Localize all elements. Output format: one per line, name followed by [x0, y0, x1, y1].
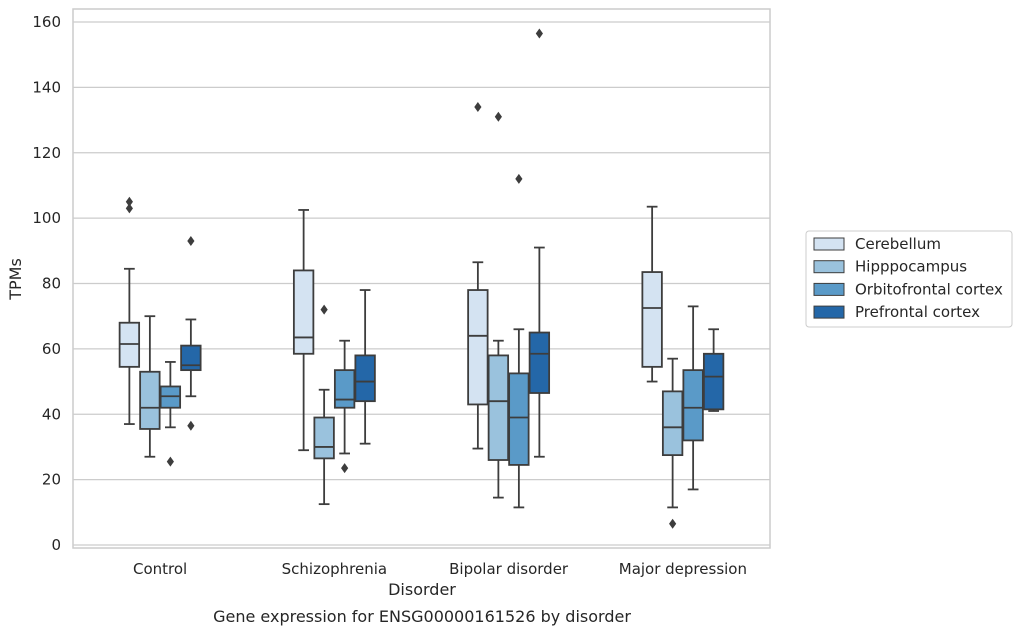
- legend-frame: [805, 230, 1013, 328]
- box-iqr: [682, 369, 704, 442]
- box-iqr: [139, 370, 161, 430]
- x-tick-labels: Control Schizophrenia Bipolar disorder Majo…: [133, 560, 747, 578]
- y-axis-title: TPMs: [6, 258, 25, 301]
- box-iqr: [333, 369, 356, 409]
- y-tick-label: 100: [32, 209, 61, 227]
- y-tick-label: 60: [42, 340, 61, 358]
- legend-swatch: [813, 282, 845, 296]
- chart-caption: Gene expression for ENSG00000161526 by d…: [213, 607, 631, 626]
- x-tick-label: Bipolar disorder: [449, 560, 569, 578]
- box-group: [180, 236, 202, 431]
- legend-label: Hipppocampus: [855, 258, 967, 276]
- x-tick-label: Schizophrenia: [282, 560, 387, 578]
- outlier-point: [515, 173, 523, 184]
- y-tick-label: 0: [51, 536, 61, 554]
- box-group: [313, 304, 335, 506]
- box-group: [118, 196, 141, 425]
- box-iqr: [313, 416, 335, 460]
- box-group: [508, 173, 530, 509]
- box-group: [641, 205, 663, 383]
- legend-swatch: [813, 305, 845, 319]
- outlier-point: [320, 304, 328, 315]
- legend: Cerebellum Hipppocampus Orbitofrontal cort…: [805, 230, 1013, 328]
- outlier-point: [166, 456, 174, 467]
- boxes: [118, 28, 725, 529]
- y-tick-label: 40: [42, 405, 61, 423]
- legend-swatch: [813, 237, 845, 251]
- outlier-point: [669, 518, 677, 529]
- box-group: [467, 101, 489, 450]
- outlier-point: [494, 111, 502, 122]
- outlier-point: [125, 196, 133, 207]
- box-iqr: [702, 352, 725, 411]
- y-tick-label: 80: [42, 275, 61, 293]
- box-group: [661, 357, 684, 529]
- x-tick-label: Control: [133, 560, 187, 578]
- box-iqr: [641, 271, 663, 368]
- outlier-point: [187, 236, 195, 247]
- y-tick-label: 160: [32, 13, 61, 31]
- box-group: [682, 305, 704, 491]
- y-tick-labels: 0 20 40 60 80 100 120 140 160: [32, 13, 61, 554]
- box-group: [354, 289, 376, 445]
- x-axis-title: Disorder: [388, 580, 456, 599]
- box-group: [487, 111, 510, 499]
- outlier-point: [187, 420, 195, 431]
- legend-label: Cerebellum: [855, 235, 941, 253]
- box-group: [333, 339, 356, 474]
- box-iqr: [354, 354, 376, 403]
- y-tick-label: 140: [32, 78, 61, 96]
- outlier-point: [125, 203, 133, 214]
- legend-swatch: [813, 260, 845, 274]
- box-group: [702, 328, 725, 412]
- box-group: [159, 361, 182, 467]
- box-group: [528, 28, 551, 458]
- legend-label: Prefrontal cortex: [855, 303, 980, 321]
- y-tick-label: 120: [32, 144, 61, 162]
- plot-area-frame: [72, 8, 771, 549]
- box-iqr: [508, 372, 530, 466]
- box-iqr: [292, 269, 315, 355]
- x-tick-label: Major depression: [619, 560, 747, 578]
- outlier-point: [341, 463, 349, 474]
- legend-label: Orbitofrontal cortex: [855, 280, 1003, 298]
- outlier-point: [474, 101, 482, 112]
- gridlines: [73, 21, 770, 546]
- y-tick-label: 20: [42, 471, 61, 489]
- box-group: [292, 209, 315, 452]
- box-iqr: [528, 331, 551, 394]
- outlier-point: [535, 28, 543, 39]
- box-iqr: [661, 390, 684, 457]
- box-iqr: [487, 354, 510, 461]
- box-iqr: [467, 289, 489, 406]
- box-iqr: [180, 344, 202, 372]
- box-group: [139, 315, 161, 458]
